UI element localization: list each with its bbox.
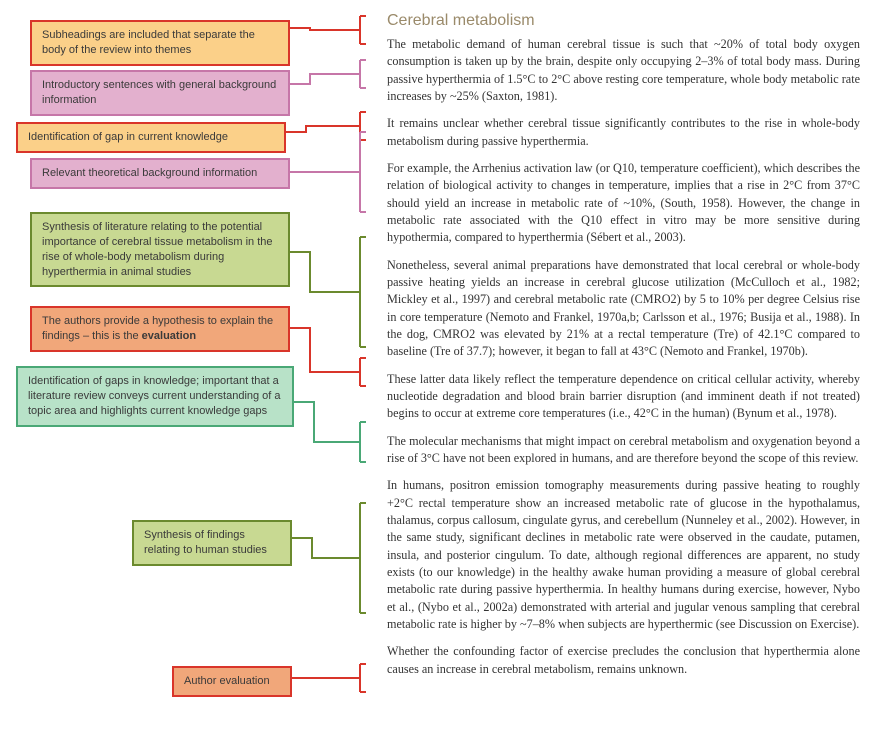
annotation-label: Relevant theoretical background informat…: [30, 158, 290, 189]
annotation-column: Subheadings are included that separate t…: [12, 12, 332, 688]
annotation-label: The authors provide a hypothesis to expl…: [30, 306, 290, 352]
paragraph: It remains unclear whether cerebral tiss…: [387, 115, 860, 150]
paragraph: The molecular mechanisms that might impa…: [387, 433, 860, 468]
annotation-label: Subheadings are included that separate t…: [30, 20, 290, 66]
annotation-label: Identification of gaps in knowledge; imp…: [16, 366, 294, 427]
section-heading: Cerebral metabolism: [387, 12, 860, 30]
paragraph: For example, the Arrhenius activation la…: [387, 160, 860, 247]
article-column: Cerebral metabolism The metabolic demand…: [332, 12, 860, 688]
paragraph: The metabolic demand of human cerebral t…: [387, 36, 860, 105]
annotation-label: Identification of gap in current knowled…: [16, 122, 286, 153]
paragraph: Nonetheless, several animal preparations…: [387, 257, 860, 361]
annotation-label: Synthesis of findings relating to human …: [132, 520, 292, 566]
paragraph: In humans, positron emission tomography …: [387, 477, 860, 633]
annotation-label: Synthesis of literature relating to the …: [30, 212, 290, 287]
paragraph: These latter data likely reflect the tem…: [387, 371, 860, 423]
paragraph: Whether the confounding factor of exerci…: [387, 643, 860, 678]
annotation-label: Introductory sentences with general back…: [30, 70, 290, 116]
annotation-label: Author evaluation: [172, 666, 292, 697]
